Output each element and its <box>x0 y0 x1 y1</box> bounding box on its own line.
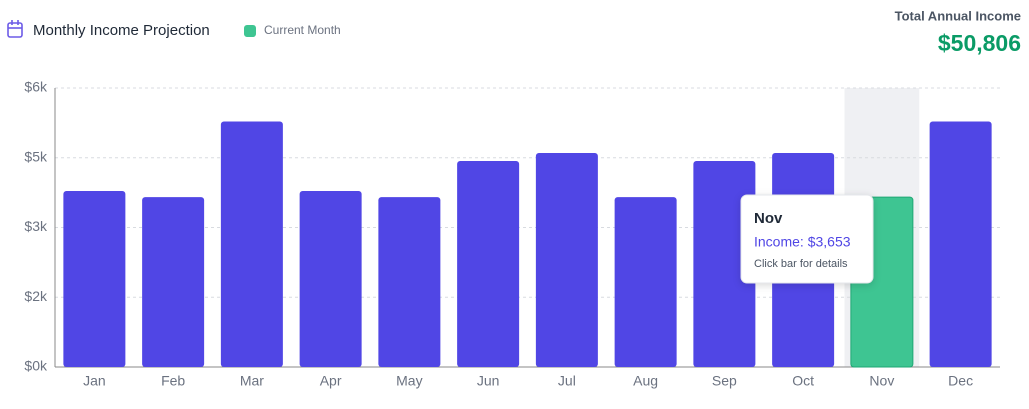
y-tick-label: $3k <box>24 218 48 234</box>
y-tick-label: $0k <box>24 358 48 374</box>
x-tick-label: Aug <box>633 373 658 389</box>
x-tick-label: May <box>396 373 422 389</box>
bar <box>142 197 205 367</box>
bar <box>457 161 520 367</box>
bar <box>63 190 126 367</box>
calendar-icon <box>7 20 23 38</box>
tooltip: Nov Income: $3,653 Click bar for details <box>740 194 874 284</box>
bar <box>220 121 283 367</box>
bar <box>614 197 677 367</box>
x-tick-label: Jan <box>83 373 106 389</box>
y-tick-label: $6k <box>24 79 48 95</box>
tooltip-title: Nov <box>754 210 783 227</box>
legend-swatch <box>244 25 256 37</box>
tooltip-box <box>740 194 874 284</box>
tooltip-hint: Click bar for details <box>754 258 848 270</box>
bar <box>378 197 441 367</box>
x-tick-label: Apr <box>320 373 342 389</box>
x-tick-label: Jun <box>477 373 500 389</box>
x-tick-label: Oct <box>792 373 814 389</box>
legend-label: Current Month <box>264 23 341 37</box>
chart-title: Monthly Income Projection <box>33 22 210 39</box>
x-tick-label: Jul <box>558 373 576 389</box>
x-tick-label: Mar <box>240 373 264 389</box>
y-tick-label: $5k <box>24 148 48 164</box>
summary-label: Total Annual Income <box>895 8 1021 23</box>
summary-value: $50,806 <box>938 30 1021 56</box>
bar <box>299 190 362 367</box>
x-tick-label: Dec <box>948 373 973 389</box>
bar <box>693 161 756 367</box>
bar <box>929 121 992 367</box>
x-tick-label: Nov <box>869 373 894 389</box>
tooltip-value: Income: $3,653 <box>754 234 851 250</box>
y-tick-label: $2k <box>24 288 48 304</box>
x-tick-label: Sep <box>712 373 737 389</box>
x-tick-label: Feb <box>161 373 185 389</box>
bar <box>535 153 598 367</box>
